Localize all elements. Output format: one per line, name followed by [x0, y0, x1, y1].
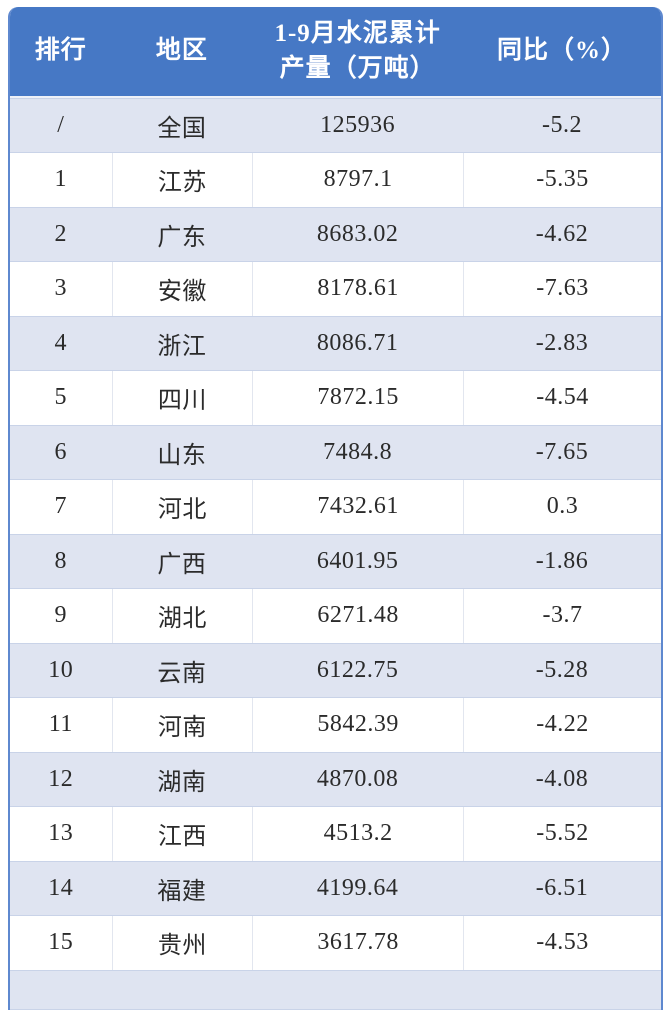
production-cell: 3617.78: [252, 915, 463, 970]
production-cell: 4870.08: [316, 765, 399, 792]
region-cell: 江苏: [111, 152, 253, 207]
rank-cell: 11: [48, 711, 73, 738]
production-cell: 5842.39: [252, 697, 463, 752]
production-cell: 8683.02: [316, 220, 399, 247]
table-row: 7 河北 7432.61 0.3: [10, 479, 661, 534]
yoy-cell: -2.83: [535, 329, 589, 356]
rank-cell: 7: [54, 493, 68, 520]
column-header-production-line1: 1-9月水泥累计: [274, 20, 441, 47]
column-header-rank-label: 排行: [34, 37, 87, 65]
cement-production-table: 排行 地区 1-9月水泥累计 产量（万吨） 同比（%） / 全国 125936 …: [8, 7, 663, 1010]
yoy-cell: -4.08: [535, 765, 589, 792]
column-header-production: 1-9月水泥累计 产量（万吨）: [252, 7, 463, 96]
region-cell: 福建: [157, 878, 207, 905]
table-row: 9 湖北 6271.48 -3.7: [10, 588, 661, 643]
yoy-cell: -1.86: [535, 547, 589, 574]
table-row: 12 湖南 4870.08 -4.08: [10, 752, 661, 807]
production-cell: 6401.95: [316, 547, 399, 574]
region-cell: 湖北: [111, 588, 253, 643]
table-row: 6 山东 7484.8 -7.65: [10, 425, 661, 480]
rank-cell: 1: [54, 166, 68, 193]
region-cell: 安徽: [111, 261, 253, 316]
yoy-cell: -7.65: [535, 438, 589, 465]
production-cell: 7872.15: [252, 370, 463, 425]
region-cell: 广东: [157, 224, 207, 251]
region-cell: 河北: [111, 479, 253, 534]
yoy-cell: -5.52: [463, 806, 661, 861]
region-cell: 山东: [157, 442, 207, 469]
table-row: 11 河南 5842.39 -4.22: [10, 697, 661, 752]
column-header-region: 地区: [112, 7, 253, 96]
production-cell: 8797.1: [252, 152, 463, 207]
table-row: 1 江苏 8797.1 -5.35: [10, 152, 661, 207]
table-row: 3 安徽 8178.61 -7.63: [10, 261, 661, 316]
column-header-region-label: 地区: [155, 37, 208, 65]
yoy-cell: -4.53: [463, 915, 661, 970]
table-row: 10 云南 6122.75 -5.28: [10, 643, 661, 698]
table-row: 15 贵州 3617.78 -4.53: [10, 915, 661, 970]
rank-cell: 9: [54, 602, 68, 629]
region-cell: 江西: [111, 806, 253, 861]
table-row: 8 广西 6401.95 -1.86: [10, 534, 661, 589]
column-header-yoy: 同比（%）: [463, 7, 661, 96]
yoy-cell: -4.62: [535, 220, 589, 247]
rank-cell: 14: [48, 874, 74, 901]
rank-cell: 8: [54, 547, 68, 574]
rank-cell: 15: [48, 929, 74, 956]
column-header-yoy-label: 同比（%）: [497, 37, 628, 65]
rank-cell: 10: [48, 656, 74, 683]
table-row: 5 四川 7872.15 -4.54: [10, 370, 661, 425]
rank-cell: 2: [54, 220, 68, 247]
region-cell: 四川: [111, 370, 253, 425]
region-cell: 云南: [157, 660, 207, 687]
rank-cell: /: [57, 111, 65, 138]
production-cell: 8086.71: [316, 329, 399, 356]
rank-cell: 13: [48, 820, 74, 847]
table-row: / 全国 125936 -5.2: [10, 98, 661, 153]
table-header-row: 排行 地区 1-9月水泥累计 产量（万吨） 同比（%）: [10, 7, 661, 98]
yoy-cell: -6.51: [535, 874, 589, 901]
production-cell: 4199.64: [316, 874, 399, 901]
rank-cell: 4: [54, 329, 68, 356]
yoy-cell: -3.7: [463, 588, 661, 643]
table-row-clipped: [10, 970, 661, 1010]
region-cell: 湖南: [157, 769, 207, 796]
yoy-cell: -5.28: [535, 656, 589, 683]
region-cell: 全国: [157, 115, 207, 142]
yoy-cell: -7.63: [463, 261, 661, 316]
yoy-cell: 0.3: [463, 479, 661, 534]
table-row: 4 浙江 8086.71 -2.83: [10, 316, 661, 371]
table-row: 13 江西 4513.2 -5.52: [10, 806, 661, 861]
yoy-cell: -5.35: [463, 152, 661, 207]
production-cell: 7484.8: [323, 438, 393, 465]
production-cell: 125936: [320, 111, 396, 138]
yoy-cell: -4.54: [463, 370, 661, 425]
production-cell: 6122.75: [316, 656, 399, 683]
rank-cell: 6: [54, 438, 68, 465]
table-row: 14 福建 4199.64 -6.51: [10, 861, 661, 916]
production-cell: 4513.2: [252, 806, 463, 861]
yoy-cell: -5.2: [542, 111, 583, 138]
rank-cell: 3: [54, 275, 68, 302]
region-cell: 河南: [111, 697, 253, 752]
region-cell: 广西: [157, 551, 207, 578]
yoy-cell: -4.22: [463, 697, 661, 752]
rank-cell: 12: [48, 765, 74, 792]
table-row: 2 广东 8683.02 -4.62: [10, 207, 661, 262]
column-header-rank: 排行: [10, 7, 112, 96]
rank-cell: 5: [54, 384, 68, 411]
region-cell: 贵州: [111, 915, 253, 970]
column-header-production-line2: 产量（万吨）: [279, 54, 436, 82]
production-cell: 7432.61: [252, 479, 463, 534]
region-cell: 浙江: [157, 333, 207, 360]
production-cell: 6271.48: [252, 588, 463, 643]
production-cell: 8178.61: [252, 261, 463, 316]
